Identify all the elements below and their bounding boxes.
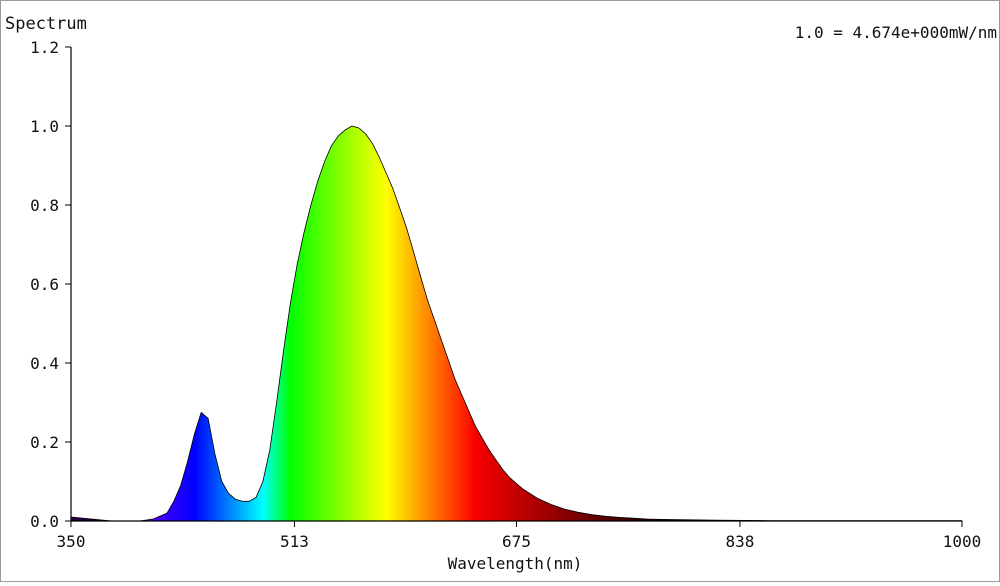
y-tick-label: 1.2	[30, 38, 59, 57]
x-tick-label: 350	[57, 532, 86, 551]
y-tick-label: 0.0	[30, 512, 59, 531]
chart-title: Spectrum	[5, 14, 87, 34]
y-tick-label: 1.0	[30, 117, 59, 136]
spectrum-area	[70, 125, 963, 522]
y-tick-label: 0.8	[30, 196, 59, 215]
x-tick-label: 675	[502, 532, 531, 551]
x-tick-label: 513	[280, 532, 309, 551]
scale-note: 1.0 = 4.674e+000mW/nm	[795, 23, 997, 42]
x-axis-label: Wavelength(nm)	[448, 554, 583, 573]
y-tick-label: 0.2	[30, 433, 59, 452]
x-tick-label: 838	[725, 532, 754, 551]
y-tick-label: 0.6	[30, 275, 59, 294]
x-tick-label: 1000	[943, 532, 982, 551]
y-tick-label: 0.4	[30, 354, 59, 373]
plot-area: 0.0 0.2 0.4 0.6 0.8 1.0 1.2 350 513 675 838 1000	[30, 38, 981, 551]
